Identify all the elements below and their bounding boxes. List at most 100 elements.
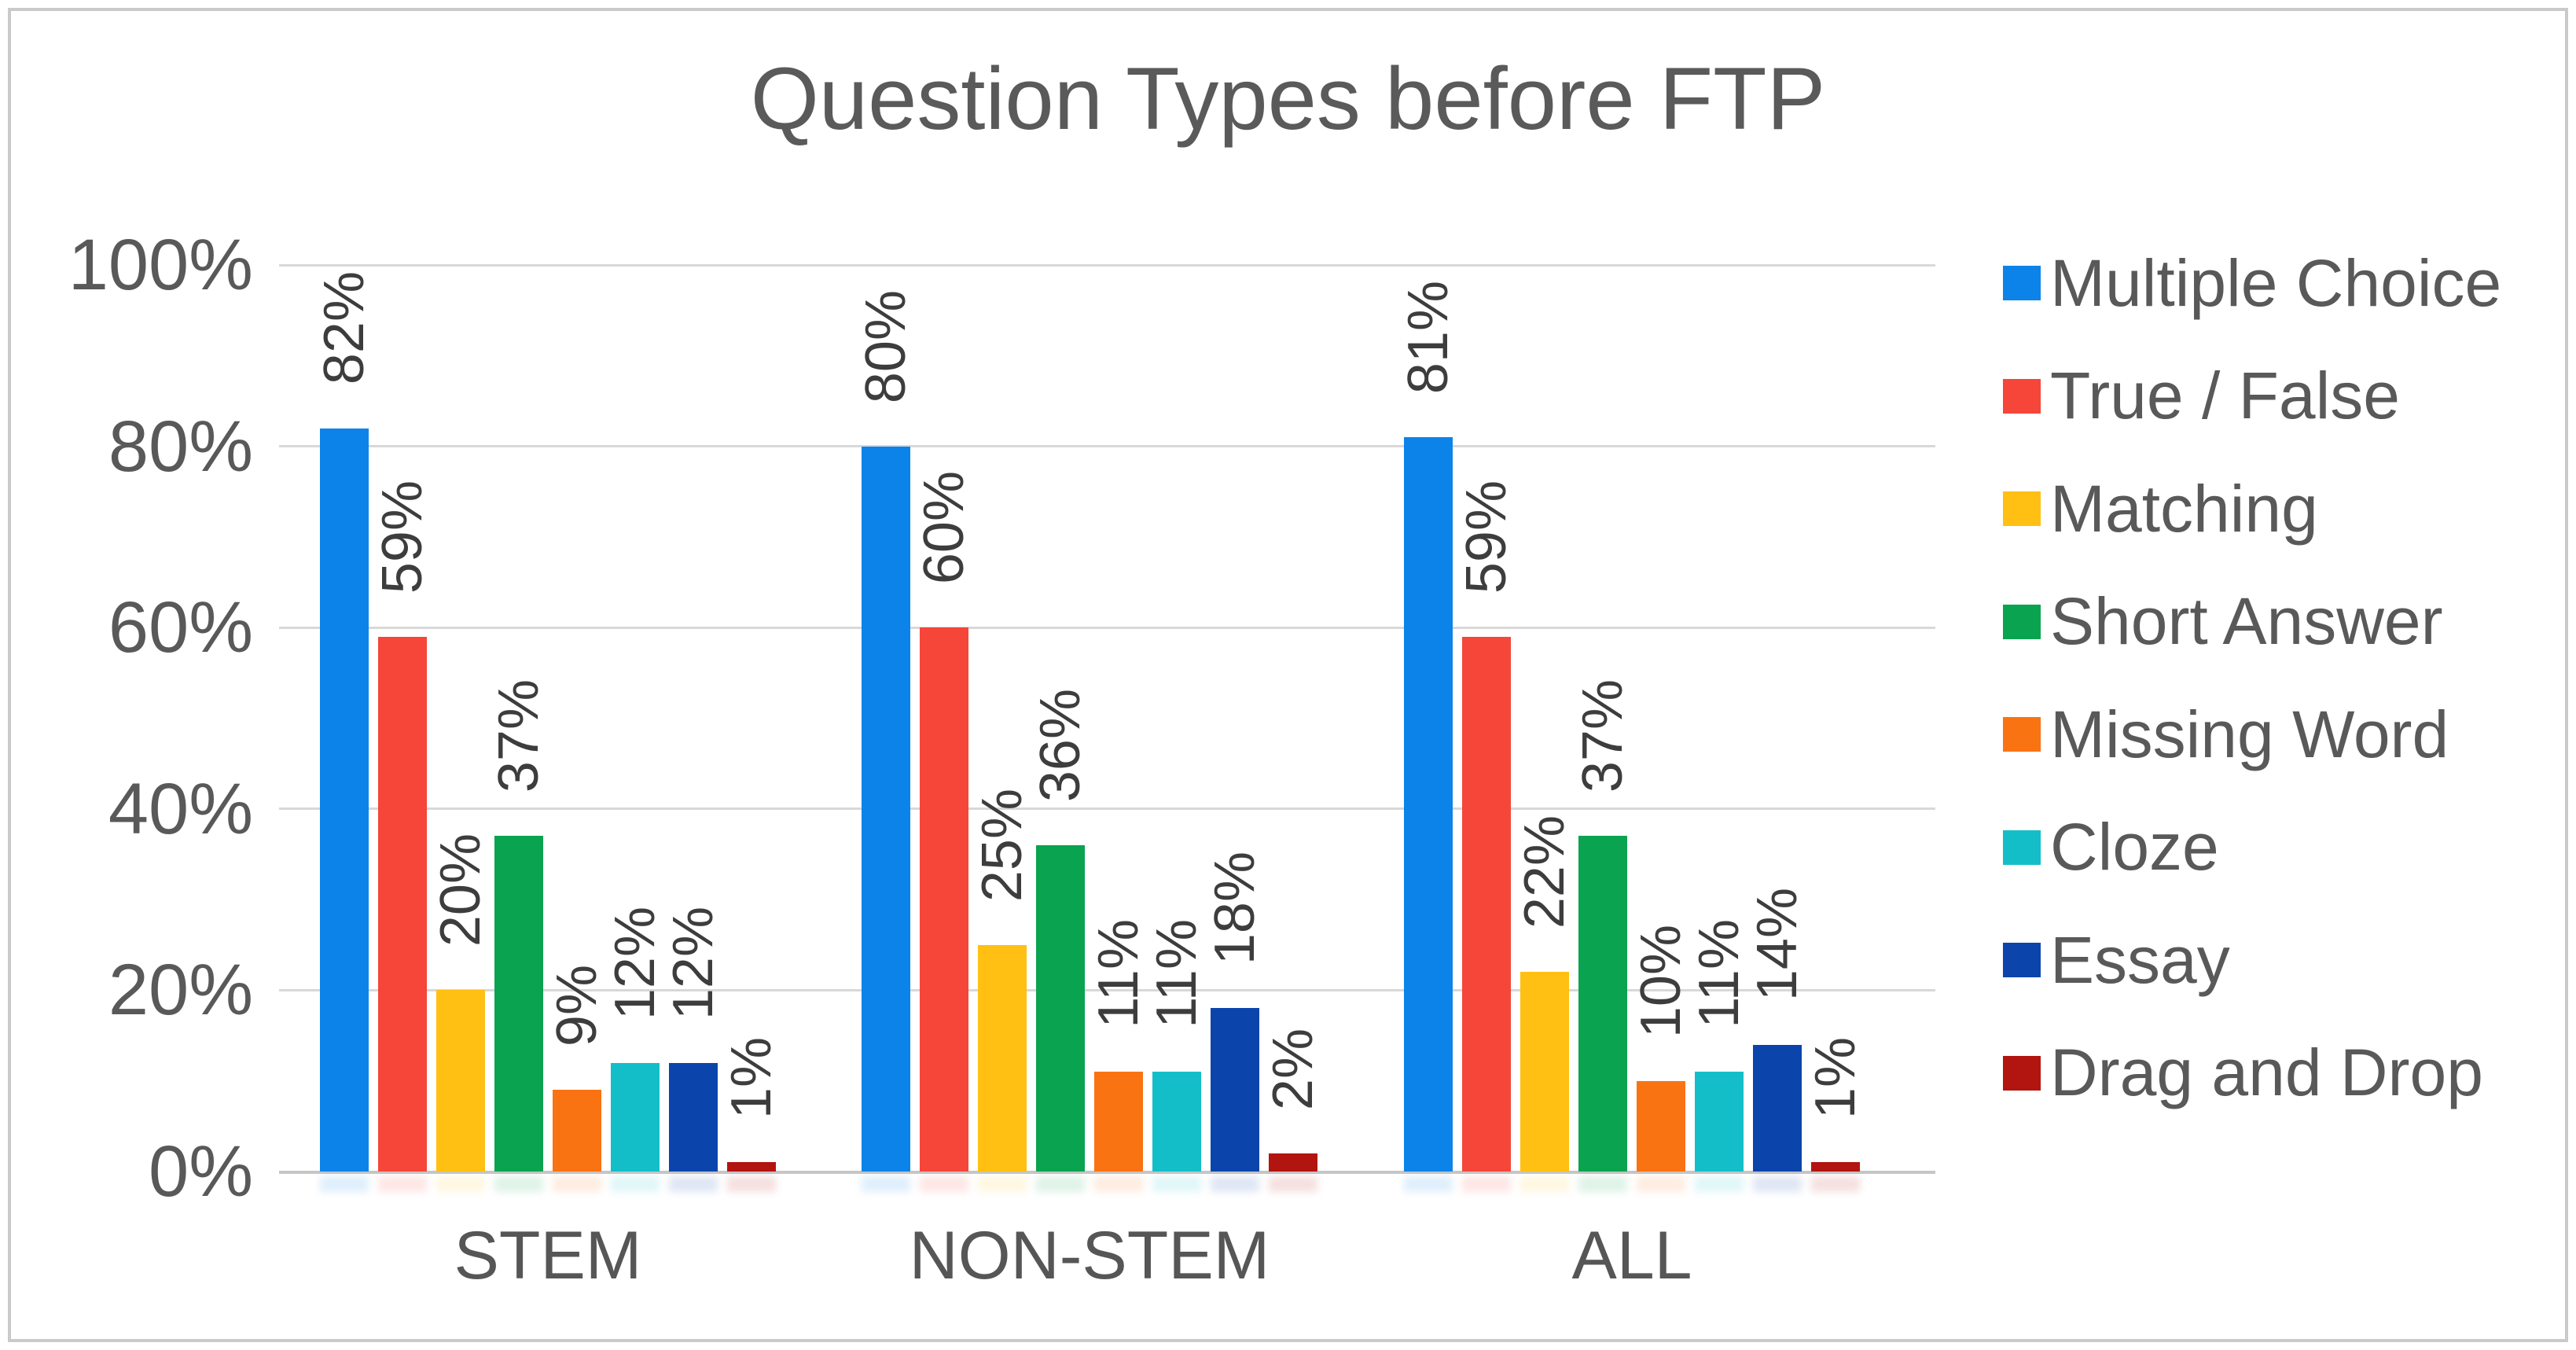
bar-cloze-all — [1695, 1072, 1744, 1172]
legend-swatch — [2003, 491, 2041, 526]
category-label-stem: STEM — [454, 1218, 642, 1293]
bar-reflection — [1637, 1176, 1685, 1192]
bar-value-label: 37% — [1571, 679, 1634, 793]
legend-item: Missing Word — [2003, 693, 2449, 775]
bar-missing-word-stem — [553, 1090, 601, 1172]
legend-swatch — [2003, 829, 2041, 865]
bar-essay-all — [1753, 1044, 1802, 1172]
bar-value-label: 1% — [1804, 1037, 1867, 1120]
bar-reflection — [978, 1176, 1027, 1192]
bar-reflection — [320, 1176, 369, 1192]
bar-reflection — [378, 1176, 427, 1192]
bar-value-label: 82% — [313, 271, 376, 385]
bar-reflection — [1462, 1176, 1511, 1192]
bar-multiple-choice-non-stem — [862, 446, 910, 1172]
bar-short-answer-stem — [494, 836, 543, 1172]
bar-essay-stem — [669, 1062, 718, 1172]
bar-reflection — [727, 1176, 776, 1192]
bar-cloze-stem — [611, 1062, 660, 1172]
bar-value-label: 11% — [1087, 919, 1150, 1029]
legend-label: Drag and Drop — [2050, 1035, 2483, 1109]
legend-swatch — [2003, 717, 2041, 752]
legend-label: Cloze — [2050, 810, 2219, 884]
bar-true-false-non-stem — [920, 627, 968, 1172]
legend-swatch — [2003, 604, 2041, 639]
bar-value-label: 25% — [971, 788, 1034, 902]
bar-short-answer-non-stem — [1036, 844, 1085, 1172]
bar-value-label: 22% — [1513, 815, 1576, 929]
legend-swatch — [2003, 378, 2041, 414]
bar-multiple-choice-stem — [320, 428, 369, 1172]
bar-drag-and-drop-non-stem — [1269, 1153, 1317, 1172]
bar-reflection — [920, 1176, 968, 1192]
legend-label: Missing Word — [2050, 697, 2449, 771]
category-label-all: ALL — [1571, 1218, 1692, 1293]
y-tick-label: 0% — [149, 1131, 253, 1212]
bar-value-label: 81% — [1397, 280, 1460, 395]
legend-swatch — [2003, 266, 2041, 300]
bar-value-label: 59% — [1455, 480, 1518, 594]
bar-reflection — [1520, 1176, 1569, 1192]
bar-true-false-stem — [378, 636, 427, 1172]
legend-item: Drag and Drop — [2003, 1032, 2483, 1114]
bar-reflection — [669, 1176, 718, 1192]
bar-cloze-non-stem — [1152, 1072, 1201, 1172]
bar-value-label: 14% — [1746, 888, 1809, 1002]
y-gridline — [279, 445, 1935, 448]
y-tick-label: 100% — [68, 225, 253, 305]
y-tick-label: 40% — [108, 768, 253, 849]
legend-label: Essay — [2050, 922, 2230, 997]
bar-value-label: 9% — [546, 965, 608, 1047]
legend-item: Essay — [2003, 919, 2230, 1001]
legend-item: Short Answer — [2003, 581, 2443, 663]
bar-drag-and-drop-stem — [727, 1162, 776, 1172]
bar-matching-non-stem — [978, 944, 1027, 1172]
bar-reflection — [1695, 1176, 1744, 1192]
bar-reflection — [1211, 1176, 1259, 1192]
y-gridline — [279, 626, 1935, 629]
bar-value-label: 12% — [662, 906, 725, 1020]
legend-item: True / False — [2003, 355, 2400, 437]
bar-matching-stem — [436, 990, 485, 1172]
bar-reflection — [494, 1176, 543, 1192]
bar-value-label: 10% — [1630, 924, 1692, 1038]
bar-value-label: 59% — [371, 480, 434, 594]
bar-matching-all — [1520, 972, 1569, 1172]
bar-reflection — [1152, 1176, 1201, 1192]
bar-missing-word-non-stem — [1094, 1072, 1143, 1172]
bar-reflection — [862, 1176, 910, 1192]
bar-reflection — [436, 1176, 485, 1192]
bar-reflection — [1753, 1176, 1802, 1192]
bar-value-label: 18% — [1203, 852, 1266, 966]
bar-value-label: 12% — [604, 906, 667, 1020]
y-gridline — [279, 807, 1935, 811]
bar-reflection — [553, 1176, 601, 1192]
bar-reflection — [1578, 1176, 1627, 1192]
y-tick-label: 60% — [108, 587, 253, 668]
category-label-non-stem: NON-STEM — [909, 1218, 1270, 1293]
bar-reflection — [1094, 1176, 1143, 1192]
bar-value-label: 80% — [854, 289, 917, 403]
bar-missing-word-all — [1637, 1080, 1685, 1172]
bar-reflection — [1036, 1176, 1085, 1192]
bar-reflection — [1404, 1176, 1453, 1192]
legend-label: True / False — [2050, 359, 2401, 432]
y-gridline — [279, 1170, 1935, 1174]
bar-reflection — [1811, 1176, 1860, 1192]
legend-item: Matching — [2003, 468, 2318, 550]
bar-short-answer-all — [1578, 836, 1627, 1172]
legend-swatch — [2003, 943, 2041, 977]
bar-true-false-all — [1462, 636, 1511, 1172]
bar-reflection — [1269, 1176, 1317, 1192]
legend-item: Cloze — [2003, 807, 2219, 888]
legend-item: Multiple Choice — [2003, 242, 2501, 324]
y-tick-label: 80% — [108, 406, 253, 487]
y-gridline — [279, 263, 1935, 267]
bar-value-label: 1% — [720, 1037, 783, 1120]
bar-drag-and-drop-all — [1811, 1162, 1860, 1172]
bar-value-label: 37% — [487, 679, 550, 793]
bar-reflection — [611, 1176, 660, 1192]
bar-essay-non-stem — [1211, 1008, 1259, 1172]
